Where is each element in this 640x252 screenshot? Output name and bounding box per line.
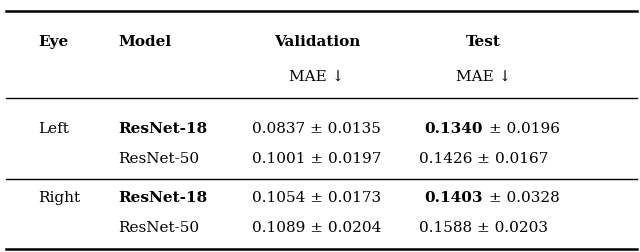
Text: 0.1001 ± 0.0197: 0.1001 ± 0.0197 [252,152,381,166]
Text: ResNet-18: ResNet-18 [118,191,207,205]
Text: 0.1426 ± 0.0167: 0.1426 ± 0.0167 [419,152,548,166]
Text: Validation: Validation [274,35,360,49]
Text: ResNet-18: ResNet-18 [118,121,207,136]
Text: MAE ↓: MAE ↓ [456,70,511,84]
Text: 0.1089 ± 0.0204: 0.1089 ± 0.0204 [252,221,381,235]
Text: MAE ↓: MAE ↓ [289,70,344,84]
Text: Right: Right [38,191,81,205]
Text: 0.1340: 0.1340 [425,121,483,136]
Text: Model: Model [118,35,172,49]
Text: Eye: Eye [38,35,68,49]
Text: 0.1054 ± 0.0173: 0.1054 ± 0.0173 [252,191,381,205]
Text: Test: Test [466,35,500,49]
Text: ± 0.0328: ± 0.0328 [484,191,560,205]
Text: 0.1588 ± 0.0203: 0.1588 ± 0.0203 [419,221,548,235]
Text: 0.1403: 0.1403 [425,191,483,205]
Text: Left: Left [38,121,69,136]
Text: ± 0.0196: ± 0.0196 [484,121,561,136]
Text: 0.0837 ± 0.0135: 0.0837 ± 0.0135 [252,121,381,136]
Text: ResNet-50: ResNet-50 [118,221,200,235]
Text: ResNet-50: ResNet-50 [118,152,200,166]
